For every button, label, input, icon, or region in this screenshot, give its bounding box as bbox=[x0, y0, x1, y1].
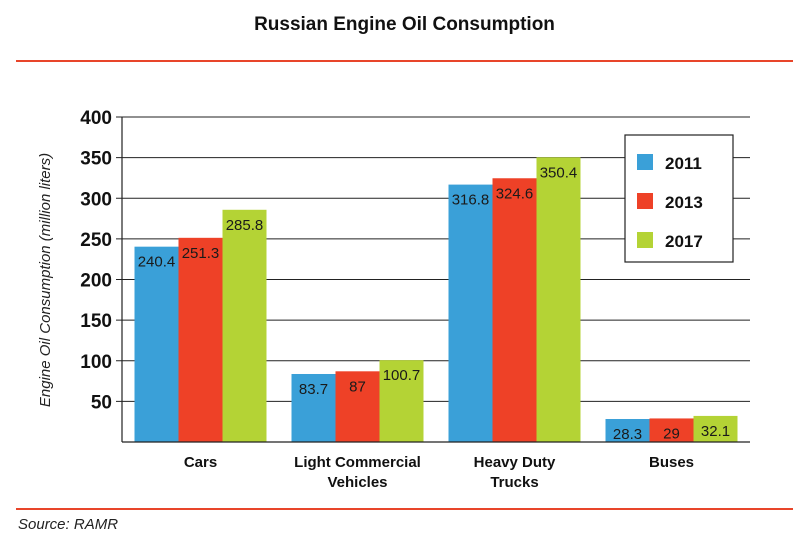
data-label-2013-0: 251.3 bbox=[182, 245, 220, 262]
y-tick-label-50: 50 bbox=[91, 392, 112, 413]
footer-divider bbox=[16, 508, 793, 510]
y-tick-label-300: 300 bbox=[80, 189, 112, 210]
y-tick-label-400: 400 bbox=[80, 108, 112, 129]
data-label-2011-1: 83.7 bbox=[299, 381, 328, 398]
x-tick-label-2-1: Trucks bbox=[490, 474, 538, 491]
legend-label-2013: 2013 bbox=[665, 193, 703, 212]
bar-2011-2 bbox=[448, 184, 493, 442]
bar-2017-0 bbox=[222, 209, 267, 442]
title-divider bbox=[16, 60, 793, 62]
bar-2017-2 bbox=[536, 157, 581, 443]
x-tick-label-3-0: Buses bbox=[649, 454, 694, 471]
y-tick-label-250: 250 bbox=[80, 230, 112, 251]
bar-2013-2 bbox=[492, 178, 537, 442]
y-tick-label-200: 200 bbox=[80, 271, 112, 292]
x-tick-label-1-0: Light Commercial bbox=[294, 454, 421, 471]
legend-swatch-2011 bbox=[637, 154, 653, 170]
bar-2011-0 bbox=[134, 246, 179, 442]
source-note: Source: RAMR bbox=[18, 516, 119, 533]
bar-2013-3 bbox=[649, 418, 694, 442]
bar-2013-0 bbox=[178, 237, 223, 442]
legend-label-2011: 2011 bbox=[665, 154, 702, 173]
bar-2017-3 bbox=[693, 415, 738, 442]
data-label-2011-0: 240.4 bbox=[138, 254, 176, 271]
data-label-2017-2: 350.4 bbox=[540, 164, 578, 181]
data-label-2013-3: 29 bbox=[663, 425, 680, 442]
data-label-2013-1: 87 bbox=[349, 378, 366, 395]
x-tick-label-1-1: Vehicles bbox=[327, 474, 387, 491]
bar-2011-3 bbox=[605, 419, 650, 442]
bar-2013-1 bbox=[335, 371, 380, 442]
bar-2011-1 bbox=[291, 373, 336, 442]
data-label-2011-3: 28.3 bbox=[613, 426, 642, 443]
data-label-2017-3: 32.1 bbox=[701, 423, 730, 440]
x-tick-label-2-0: Heavy Duty bbox=[474, 454, 556, 471]
legend-swatch-2013 bbox=[637, 193, 653, 209]
y-axis-label: Engine Oil Consumption (million liters) bbox=[37, 153, 54, 407]
y-tick-label-100: 100 bbox=[80, 352, 112, 373]
data-label-2011-2: 316.8 bbox=[452, 192, 490, 209]
y-tick-label-150: 150 bbox=[80, 311, 112, 332]
data-label-2017-1: 100.7 bbox=[383, 367, 421, 384]
bar-2017-1 bbox=[379, 360, 424, 442]
data-label-2017-0: 285.8 bbox=[226, 217, 264, 234]
legend-swatch-2017 bbox=[637, 232, 653, 248]
y-tick-label-350: 350 bbox=[80, 149, 112, 170]
chart-title: Russian Engine Oil Consumption bbox=[254, 14, 555, 35]
x-tick-label-0-0: Cars bbox=[184, 454, 217, 471]
legend-label-2017: 2017 bbox=[665, 232, 703, 251]
data-label-2013-2: 324.6 bbox=[496, 185, 534, 202]
legend: 2011 2013 2017 bbox=[624, 134, 734, 263]
